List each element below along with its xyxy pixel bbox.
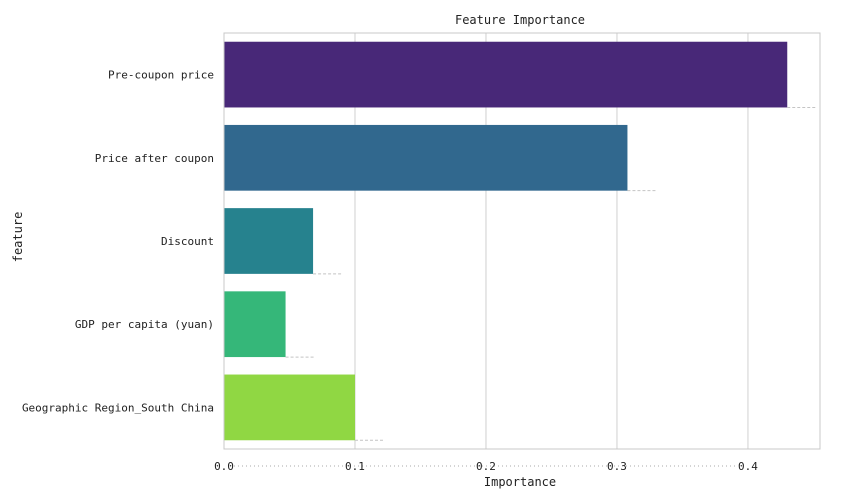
bar-3 (224, 291, 286, 358)
bar-1 (224, 124, 628, 191)
category-label-4: Geographic Region_South China (22, 401, 214, 414)
bar-0 (224, 41, 788, 108)
x-tick-label-1: 0.1 (345, 460, 365, 473)
plot-frame (223, 32, 821, 450)
bar-2 (224, 208, 314, 274)
x-tick-label-2: 0.2 (476, 460, 496, 473)
y-category-labels: Pre-coupon price Price after coupon Discou… (22, 69, 214, 415)
x-tick-label-4: 0.4 (738, 460, 758, 473)
x-tick-labels: 0.0 0.1 0.2 0.3 0.4 (214, 460, 758, 473)
x-tick-label-0: 0.0 (214, 460, 234, 473)
bars (224, 41, 818, 441)
category-label-1: Price after coupon (95, 152, 214, 165)
category-label-0: Pre-coupon price (108, 69, 214, 82)
bar-4 (224, 374, 355, 441)
category-label-2: Discount (161, 235, 214, 248)
category-label-3: GDP per capita (yuan) (75, 318, 214, 331)
x-tick-label-3: 0.3 (607, 460, 627, 473)
chart-title: Feature Importance (455, 13, 585, 27)
y-axis-label: feature (11, 212, 25, 263)
x-axis-label: Importance (484, 475, 556, 489)
